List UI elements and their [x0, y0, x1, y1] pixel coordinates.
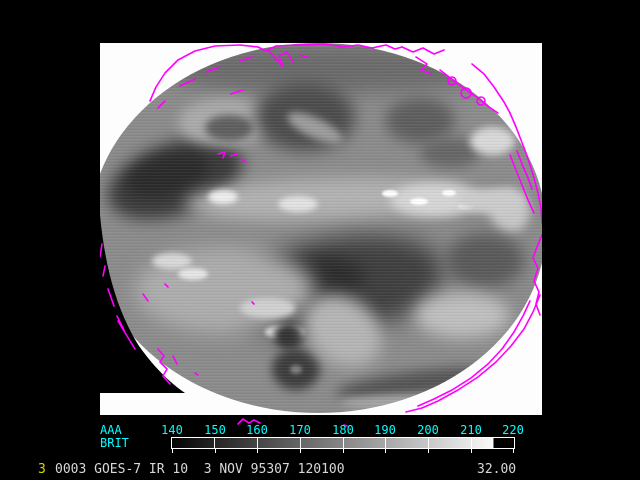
- bar-tick: [343, 438, 344, 448]
- limb-shading: [100, 43, 542, 413]
- scale-label: BRIT: [100, 436, 129, 450]
- texture-blob: [445, 233, 525, 288]
- bar-tick: [257, 438, 258, 448]
- tick-label: 150: [204, 423, 226, 437]
- bar-stub: [257, 448, 258, 453]
- bar-stub: [385, 448, 386, 453]
- texture-blob: [382, 190, 398, 197]
- image-info-text: 0003 GOES-7 IR 10 3 NOV 95307 120100: [55, 462, 345, 477]
- bar-stub: [215, 448, 216, 453]
- texture-blob: [442, 190, 456, 196]
- tick-label: 180: [332, 423, 354, 437]
- texture-blob: [208, 190, 238, 204]
- bar-stub: [513, 448, 514, 453]
- texture-blob: [205, 115, 253, 141]
- texture-blob: [410, 198, 428, 205]
- tick-label: 160: [246, 423, 268, 437]
- tick-label: 220: [502, 423, 524, 437]
- texture-blob: [470, 127, 515, 155]
- tick-label: 190: [374, 423, 396, 437]
- texture-blob: [278, 196, 318, 212]
- bar-tick: [471, 438, 472, 448]
- tick-label: 210: [460, 423, 482, 437]
- bar-stub: [428, 448, 429, 453]
- status-value: 32.00: [477, 462, 517, 477]
- bar-stub: [343, 448, 344, 453]
- enhancement-label: AAA: [100, 423, 122, 437]
- earth-disk: [100, 43, 542, 413]
- bar-tick: [300, 438, 301, 448]
- bar-tick: [214, 438, 215, 448]
- frame-number: 3: [38, 462, 46, 477]
- bar-stub: [172, 448, 173, 453]
- satellite-image-frame[interactable]: [100, 43, 542, 415]
- texture-blob: [178, 268, 208, 280]
- texture-blob: [274, 323, 304, 349]
- tick-label: 170: [289, 423, 311, 437]
- tick-label: 140: [161, 423, 183, 437]
- bar-tick: [385, 438, 386, 448]
- tick-label: 200: [417, 423, 439, 437]
- bar-stub: [471, 448, 472, 453]
- bar-tick: [428, 438, 429, 448]
- bar-stub: [300, 448, 301, 453]
- texture-blob: [290, 365, 302, 374]
